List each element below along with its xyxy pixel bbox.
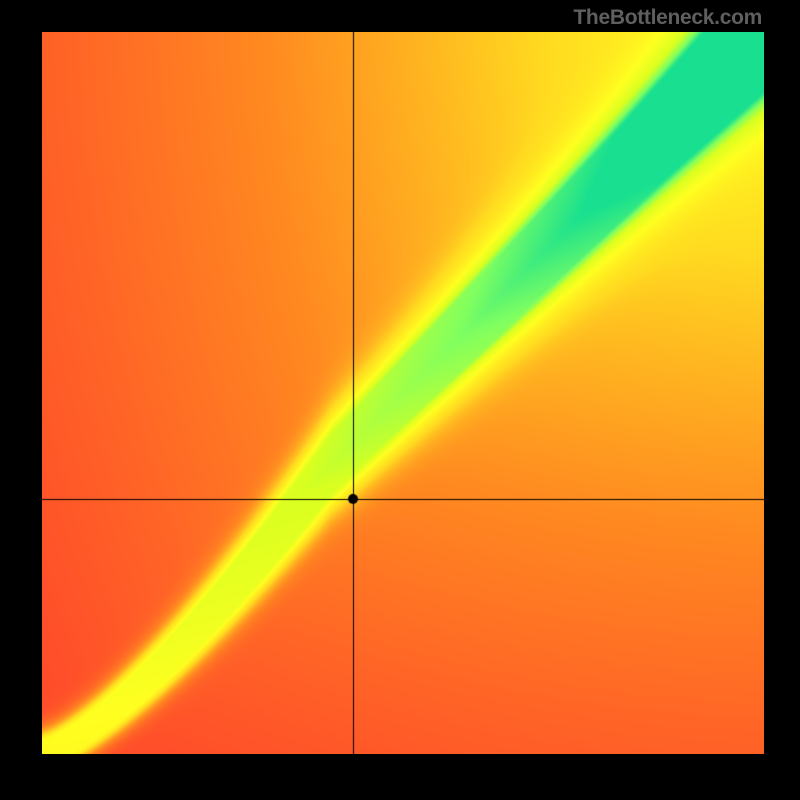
heatmap-canvas <box>42 32 764 754</box>
heatmap-plot <box>42 32 764 754</box>
watermark-text: TheBottleneck.com <box>573 6 762 30</box>
